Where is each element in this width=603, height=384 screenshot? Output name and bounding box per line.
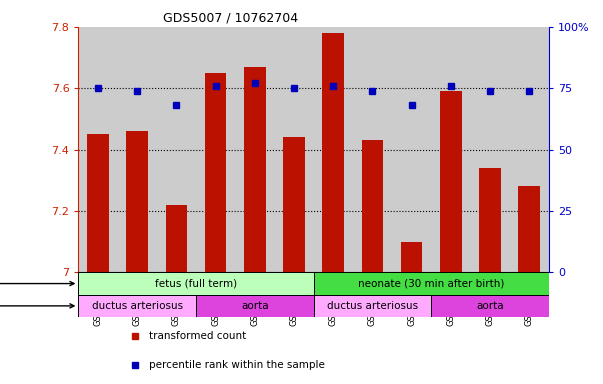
Bar (166, 205, 187, 272)
Text: transformed count: transformed count (149, 331, 246, 341)
Text: neonate (30 min after birth): neonate (30 min after birth) (358, 278, 504, 288)
Bar (314, 295, 431, 317)
Bar (392, 27, 431, 272)
Bar (323, 33, 344, 272)
Text: ductus arteriosus: ductus arteriosus (92, 301, 183, 311)
Bar (431, 27, 470, 272)
Text: tissue: tissue (0, 301, 74, 311)
Bar (479, 168, 500, 272)
Bar (274, 27, 314, 272)
Bar (470, 27, 510, 272)
Bar (118, 27, 157, 272)
Bar (78, 295, 196, 317)
Text: GDS5007 / 10762704: GDS5007 / 10762704 (163, 11, 298, 24)
Bar (87, 134, 109, 272)
Bar (205, 73, 226, 272)
Bar (235, 27, 274, 272)
Text: aorta: aorta (476, 301, 504, 311)
Text: aorta: aorta (241, 301, 268, 311)
Text: ductus arteriosus: ductus arteriosus (327, 301, 418, 311)
Bar (196, 27, 235, 272)
Text: fetus (full term): fetus (full term) (155, 278, 237, 288)
Bar (78, 27, 118, 272)
Text: development stage: development stage (0, 278, 74, 288)
Bar (440, 91, 461, 272)
Bar (127, 131, 148, 272)
Bar (157, 27, 196, 272)
Bar (244, 67, 265, 272)
Bar (401, 242, 422, 272)
Bar (283, 137, 305, 272)
Bar (362, 141, 383, 272)
Bar (314, 272, 549, 295)
Text: percentile rank within the sample: percentile rank within the sample (149, 360, 325, 370)
Bar (196, 295, 314, 317)
Bar (510, 27, 549, 272)
Bar (353, 27, 392, 272)
Bar (519, 187, 540, 272)
Bar (78, 272, 314, 295)
Bar (314, 27, 353, 272)
Bar (431, 295, 549, 317)
